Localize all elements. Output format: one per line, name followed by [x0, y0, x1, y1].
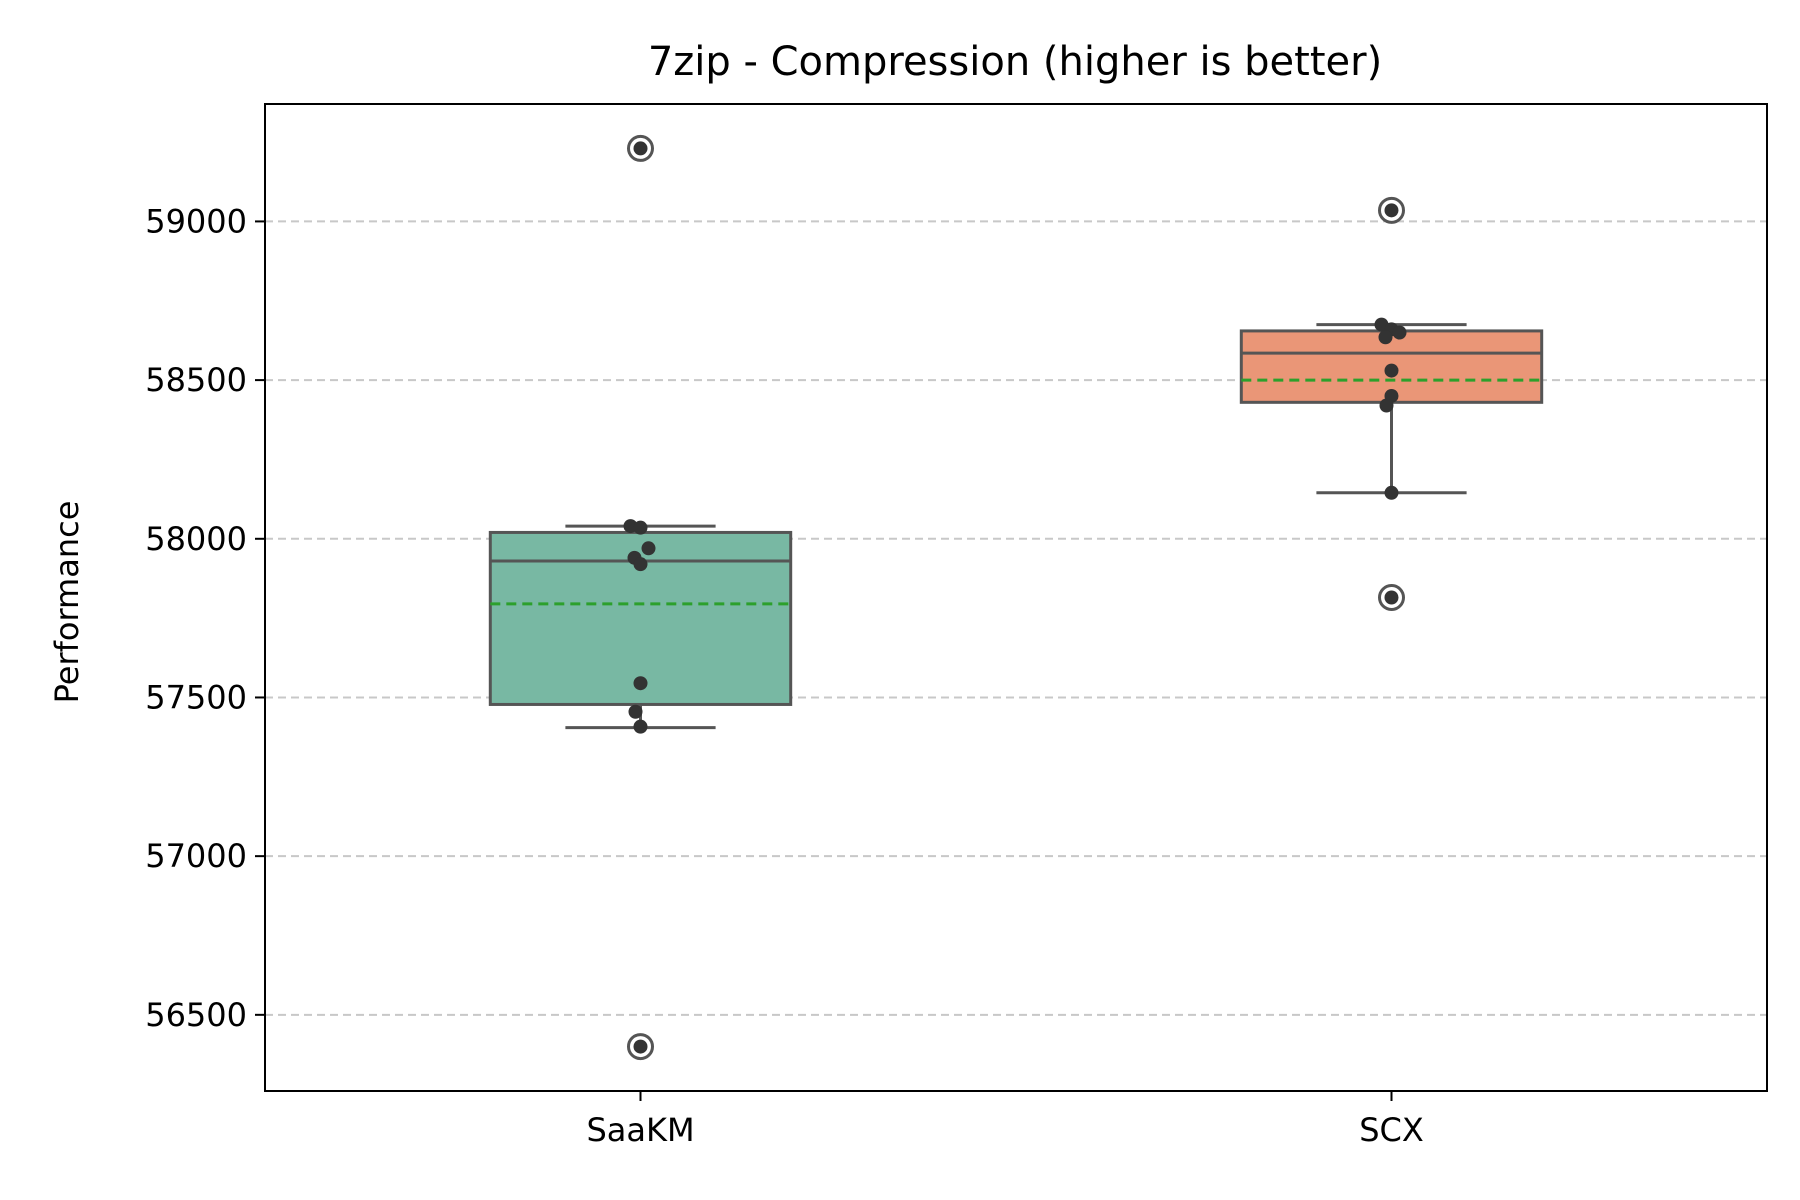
data-point [1384, 485, 1399, 500]
data-point [628, 704, 643, 719]
y-tick-label: 59000 [145, 202, 247, 240]
y-axis: 56500 57000 57500 58000 58500 59000 [145, 202, 265, 1034]
box-groups [488, 134, 1544, 1061]
data-point [1392, 325, 1407, 340]
data-point [1379, 398, 1394, 413]
data-point [633, 1039, 648, 1054]
data-point [1384, 203, 1399, 218]
y-tick-label: 56500 [145, 996, 247, 1034]
y-tick-label: 57500 [145, 678, 247, 716]
y-tick-label: 58000 [145, 520, 247, 558]
data-point [633, 520, 648, 535]
box-group-SaaKM [488, 134, 793, 1061]
data-point [1384, 363, 1399, 378]
y-axis-label: Performance [48, 501, 86, 704]
x-axis: SaaKM SCX [586, 1091, 1424, 1149]
data-point [633, 141, 648, 156]
data-point [1378, 330, 1393, 345]
x-tick-label: SaaKM [586, 1111, 694, 1149]
chart-title: 7zip - Compression (higher is better) [648, 39, 1382, 85]
data-point [633, 719, 648, 734]
x-tick-label: SCX [1359, 1111, 1424, 1149]
data-point [633, 676, 648, 691]
y-tick-label: 58500 [145, 361, 247, 399]
data-point [1384, 590, 1399, 605]
data-point [633, 557, 648, 572]
plot-frame [264, 103, 1768, 1092]
y-tick-label: 57000 [145, 837, 247, 875]
box-group-SCX [1239, 196, 1544, 611]
data-point [641, 541, 656, 556]
